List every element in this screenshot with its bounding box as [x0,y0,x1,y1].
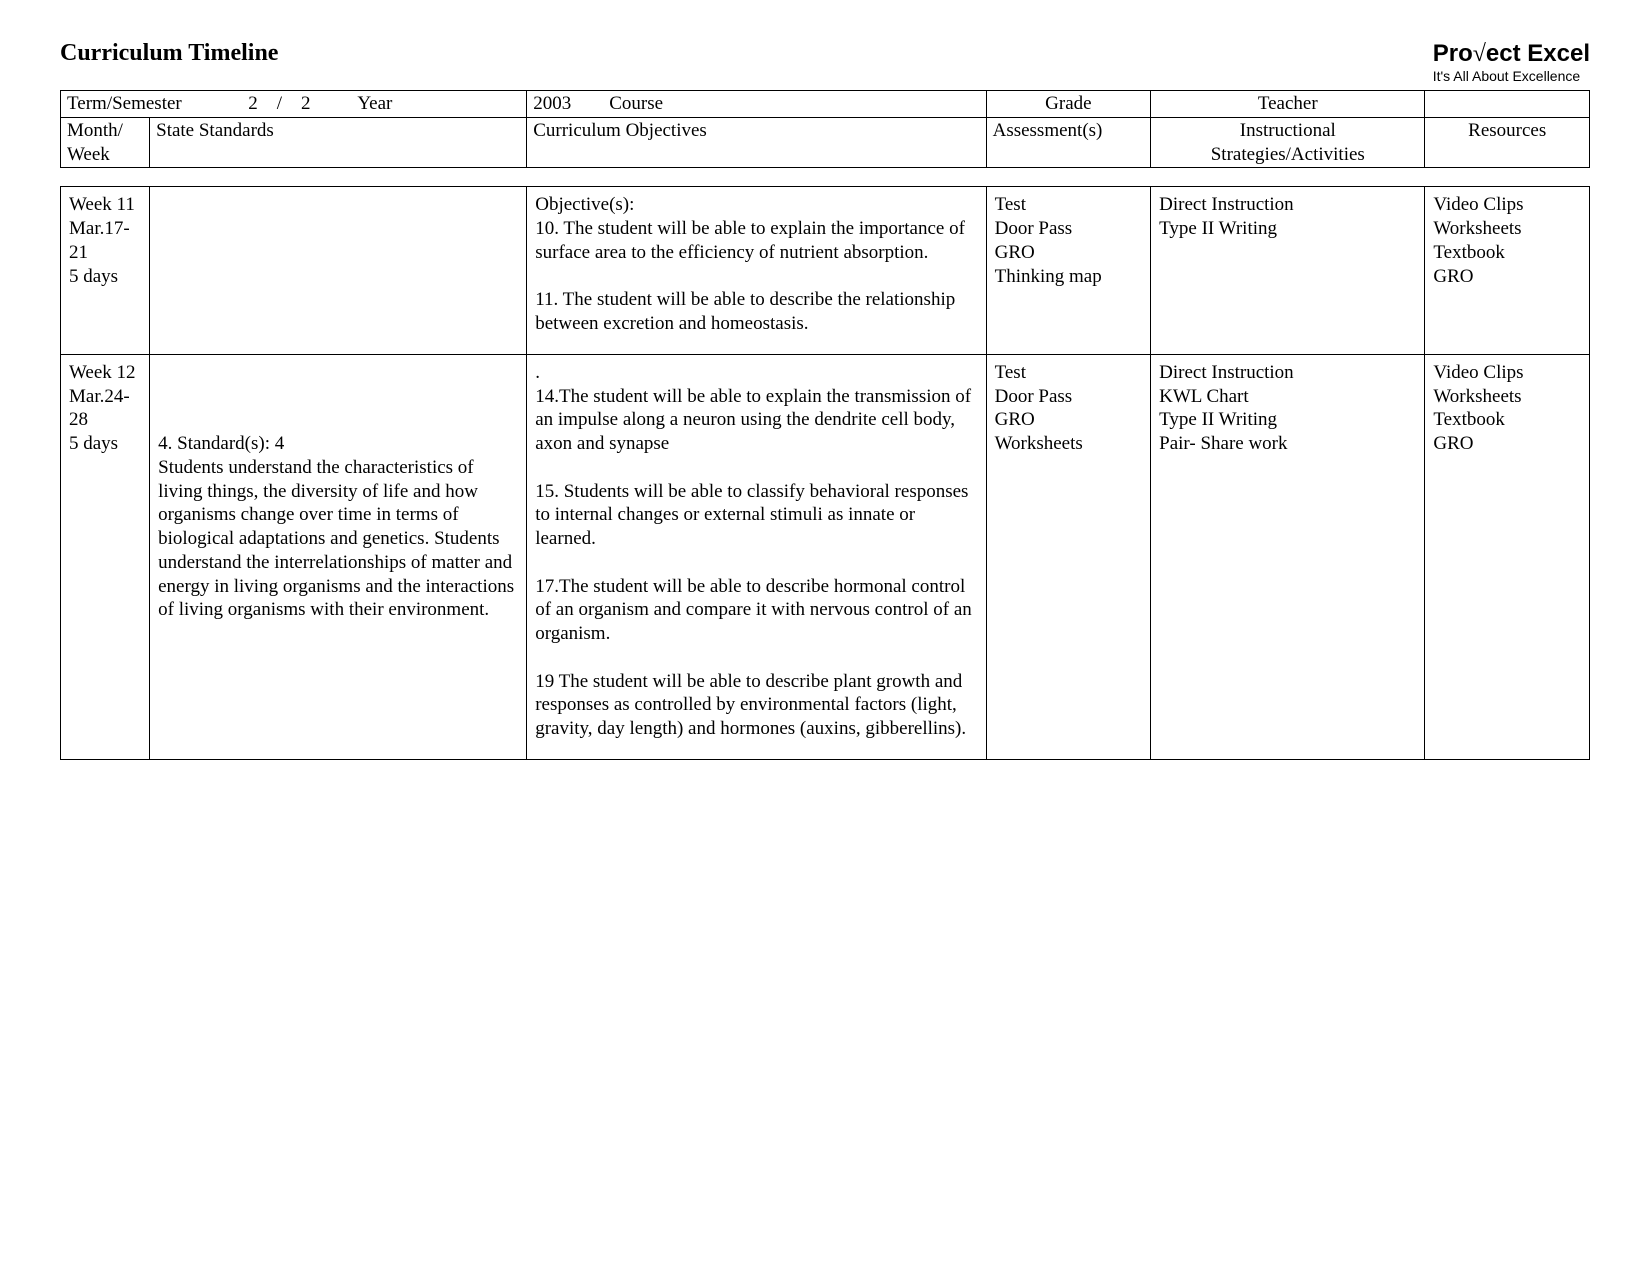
cell-objectives: . 14.The student will be able to explain… [527,354,986,759]
year-label: Year [357,93,392,114]
year-course-cell: 2003 Course [527,91,986,118]
hdr-assessments: Assessment(s) [986,117,1151,168]
info-row: Term/Semester 2 / 2 Year 2003 Course Gra… [61,91,1590,118]
cell-resources: Video Clips Worksheets Textbook GRO [1425,354,1590,759]
cell-assessments: Test Door Pass GRO Worksheets [986,354,1151,759]
page-header: Curriculum Timeline Pro√ect Excel It's A… [60,40,1590,84]
term-value: 2 / 2 [248,93,310,114]
year-value: 2003 [533,93,571,114]
hdr-strategies: Instructional Strategies/Activities [1151,117,1425,168]
hdr-objectives: Curriculum Objectives [527,117,986,168]
brand-pre: Pro [1433,40,1473,67]
curriculum-table: Week 11 Mar.17-21 5 days Objective(s): 1… [60,186,1590,760]
brand-post: ect Excel [1486,40,1590,67]
course-label: Course [609,93,663,114]
page-title: Curriculum Timeline [60,40,278,67]
info-header-table: Term/Semester 2 / 2 Year 2003 Course Gra… [60,90,1590,168]
teacher-cell: Teacher [1151,91,1425,118]
hdr-resources: Resources [1425,117,1590,168]
cell-strategies: Direct Instruction Type II Writing [1151,187,1425,355]
brand-tagline: It's All About Excellence [1433,68,1590,84]
cell-standards: 4. Standard(s): 4 Students understand th… [150,354,527,759]
blank-cell [1425,91,1590,118]
term-label: Term/Semester [67,93,182,114]
term-cell: Term/Semester 2 / 2 Year [61,91,527,118]
cell-assessments: Test Door Pass GRO Thinking map [986,187,1151,355]
hdr-standards: State Standards [150,117,527,168]
grade-cell: Grade [986,91,1151,118]
table-row: Week 12 Mar.24-28 5 days 4. Standard(s):… [61,354,1590,759]
cell-objectives: Objective(s): 10. The student will be ab… [527,187,986,355]
brand-name: Pro√ect Excel [1433,40,1590,68]
sqrt-icon: √ [1473,41,1486,67]
brand-block: Pro√ect Excel It's All About Excellence [1433,40,1590,84]
header-row: Month/ Week State Standards Curriculum O… [61,117,1590,168]
cell-week: Week 12 Mar.24-28 5 days [61,354,150,759]
cell-week: Week 11 Mar.17-21 5 days [61,187,150,355]
cell-strategies: Direct Instruction KWL Chart Type II Wri… [1151,354,1425,759]
hdr-week: Month/ Week [61,117,150,168]
cell-standards [150,187,527,355]
table-row: Week 11 Mar.17-21 5 days Objective(s): 1… [61,187,1590,355]
cell-resources: Video Clips Worksheets Textbook GRO [1425,187,1590,355]
